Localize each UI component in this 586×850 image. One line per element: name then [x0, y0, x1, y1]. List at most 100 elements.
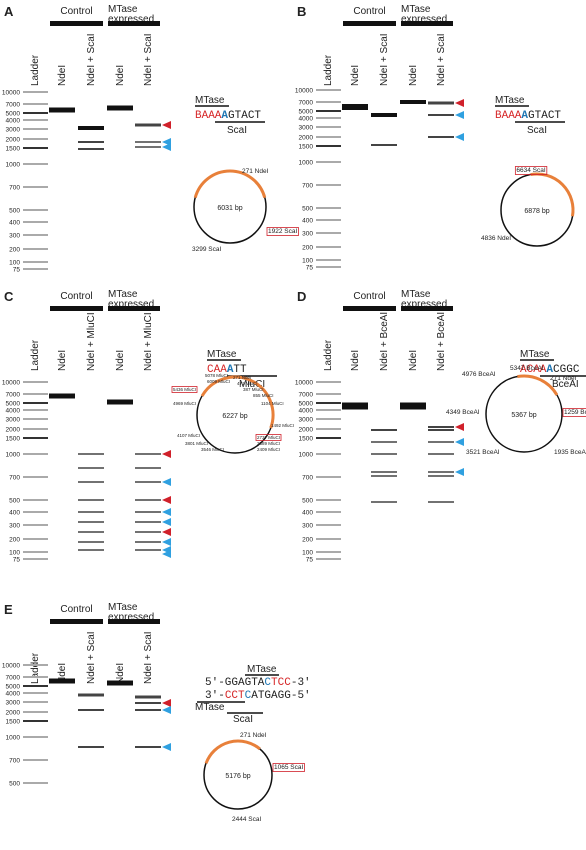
ladder-band [23, 381, 48, 383]
ladder-size: 10000 [295, 380, 313, 387]
plasmid-arc [193, 169, 267, 199]
gel-band [428, 453, 454, 455]
group-label: expressed [401, 14, 447, 25]
ladder-band [316, 126, 341, 128]
ladder-size: 75 [306, 557, 314, 564]
site-label: 4969 MluCI [173, 401, 196, 406]
ladder-band [316, 409, 341, 411]
ladder-band [316, 476, 341, 478]
motif-mtase: MTase [247, 664, 277, 675]
ladder-band [23, 511, 48, 513]
motif-part: A [221, 110, 228, 122]
ladder-size: 100 [9, 260, 20, 267]
arrowhead [162, 496, 171, 504]
group-bar [343, 306, 396, 311]
ladder-size: 200 [302, 245, 313, 252]
ladder-size: 3000 [299, 417, 314, 424]
ladder-band [23, 147, 48, 149]
gel-band [428, 471, 454, 473]
site-label: 4107 MluCI [177, 433, 200, 438]
ladder-label: Ladder [30, 339, 41, 371]
lane-label: NdeI [57, 663, 68, 684]
gel-band [78, 453, 104, 455]
ladder-band [316, 428, 341, 430]
ladder-band [23, 499, 48, 501]
ladder-band [23, 91, 48, 93]
site-label: 2444 ScaI [232, 816, 261, 823]
ladder-size: 2000 [6, 710, 21, 717]
ladder-size: 300 [9, 523, 20, 530]
site-label: 271 NdeI [240, 732, 267, 739]
group-label: expressed [401, 299, 447, 310]
ladder-size: 1500 [6, 146, 21, 153]
gel-band [428, 501, 454, 503]
lane-label: NdeI + MluCI [86, 312, 97, 371]
ladder-band [23, 428, 48, 430]
ladder-size: 5000 [6, 401, 21, 408]
group-label: expressed [108, 299, 154, 310]
ladder-band [23, 234, 48, 236]
panel-letter: C [4, 289, 14, 304]
site-label: 3801 MluCI [185, 441, 208, 446]
gel-band [78, 481, 104, 483]
motif-part: ACAA [520, 364, 547, 376]
lane-label: NdeI + BceAI [379, 312, 390, 371]
ladder-size: 1500 [299, 436, 314, 443]
ladder-size: 200 [302, 537, 313, 544]
ladder-band [23, 186, 48, 188]
gel-band [342, 104, 368, 110]
ladder-band [23, 221, 48, 223]
site-label: 6009 MluCI [207, 379, 230, 384]
plasmid-arc [200, 375, 275, 429]
ladder-size: 7000 [6, 392, 21, 399]
gel-band [371, 144, 397, 146]
ladder-size: 4000 [299, 408, 314, 415]
site-label: 5436 MluCI [173, 387, 196, 392]
gel-band [135, 453, 161, 455]
ladder-band [316, 499, 341, 501]
gel-band [135, 123, 161, 127]
ladder-size: 1000 [6, 735, 21, 742]
motif-part: BAAA [195, 110, 222, 122]
ladder-band [23, 138, 48, 140]
ladder-band [316, 437, 341, 439]
site-box [266, 227, 299, 236]
site-label: 4349 BceAI [446, 409, 480, 416]
gel-band [371, 429, 397, 431]
motif-part: CCT [225, 690, 245, 702]
motif-seq: 5'-GGAGTACTCC-3' [205, 677, 311, 689]
plasmid-arc [517, 374, 559, 396]
panel-letter: A [4, 4, 14, 19]
gel-band [371, 441, 397, 443]
gel-band [135, 695, 161, 699]
gel-band [371, 501, 397, 503]
ladder-size: 3000 [6, 417, 21, 424]
panel-letter: B [297, 4, 306, 19]
ladder-band [316, 101, 341, 103]
arrowhead [162, 550, 171, 558]
ladder-band [23, 248, 48, 250]
ladder-band [316, 538, 341, 540]
ladder-size: 7000 [299, 100, 314, 107]
ladder-band [316, 524, 341, 526]
ladder-band [316, 266, 341, 268]
ladder-band [23, 112, 48, 114]
gel-band [78, 499, 104, 501]
ladder-band [316, 136, 341, 138]
site-box [171, 386, 198, 393]
ladder-size: 700 [9, 475, 20, 482]
lane-label: NdeI [408, 65, 419, 86]
motif-part: 3'- [205, 690, 225, 702]
ladder-size: 2000 [6, 137, 21, 144]
motif-mtase: MTase [195, 702, 225, 713]
gel-band [107, 399, 133, 405]
group-label: MTase [401, 289, 431, 300]
ladder-size: 400 [9, 510, 20, 517]
ladder-band [316, 184, 341, 186]
ladder-band [316, 381, 341, 383]
plasmid-arc [204, 739, 261, 764]
site-label: 5347 BceAI [510, 365, 544, 372]
gel-band [428, 136, 454, 138]
ladder-size: 5000 [6, 111, 21, 118]
